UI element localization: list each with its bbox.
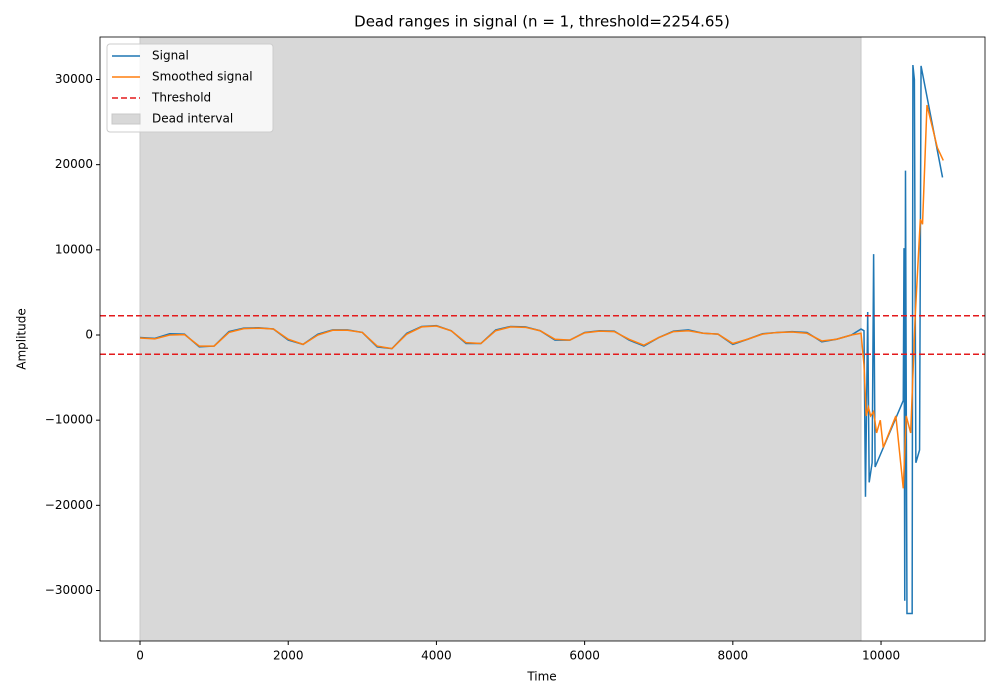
x-tick-label: 0: [136, 649, 144, 663]
y-tick-label: −30000: [45, 583, 93, 597]
x-tick-label: 2000: [273, 649, 304, 663]
x-tick-label: 8000: [718, 649, 749, 663]
y-axis-label: Amplitude: [15, 308, 29, 370]
x-axis-label: Time: [526, 670, 556, 684]
dead-interval: [139, 37, 862, 641]
y-tick-label: −10000: [45, 413, 93, 427]
y-tick-label: −20000: [45, 498, 93, 512]
x-tick-label: 6000: [569, 649, 600, 663]
legend-label: Signal: [152, 49, 189, 63]
x-tick-label: 10000: [862, 649, 900, 663]
legend: Signal Smoothed signal Threshold Dead inter…: [106, 43, 274, 133]
y-tick-label: 10000: [55, 242, 93, 256]
series-line: [139, 104, 944, 489]
legend-box: [106, 43, 274, 133]
legend-label: Dead interval: [152, 112, 233, 126]
axes-frame: [99, 36, 986, 642]
x-tick-label: 4000: [421, 649, 452, 663]
y-tick-label: 20000: [55, 157, 93, 171]
y-tick-label: 0: [85, 327, 93, 341]
axes: 0 2000 4000 6000 8000 10000 −30000 −20000 −10000…: [45, 36, 986, 663]
y-tick-label: 30000: [55, 72, 93, 86]
legend-label: Smoothed signal: [152, 70, 253, 84]
chart-title: Dead ranges in signal (n = 1, threshold=…: [354, 13, 730, 31]
plot-area: [100, 37, 985, 641]
legend-swatch: [111, 113, 141, 125]
legend-label: Threshold: [151, 91, 211, 105]
